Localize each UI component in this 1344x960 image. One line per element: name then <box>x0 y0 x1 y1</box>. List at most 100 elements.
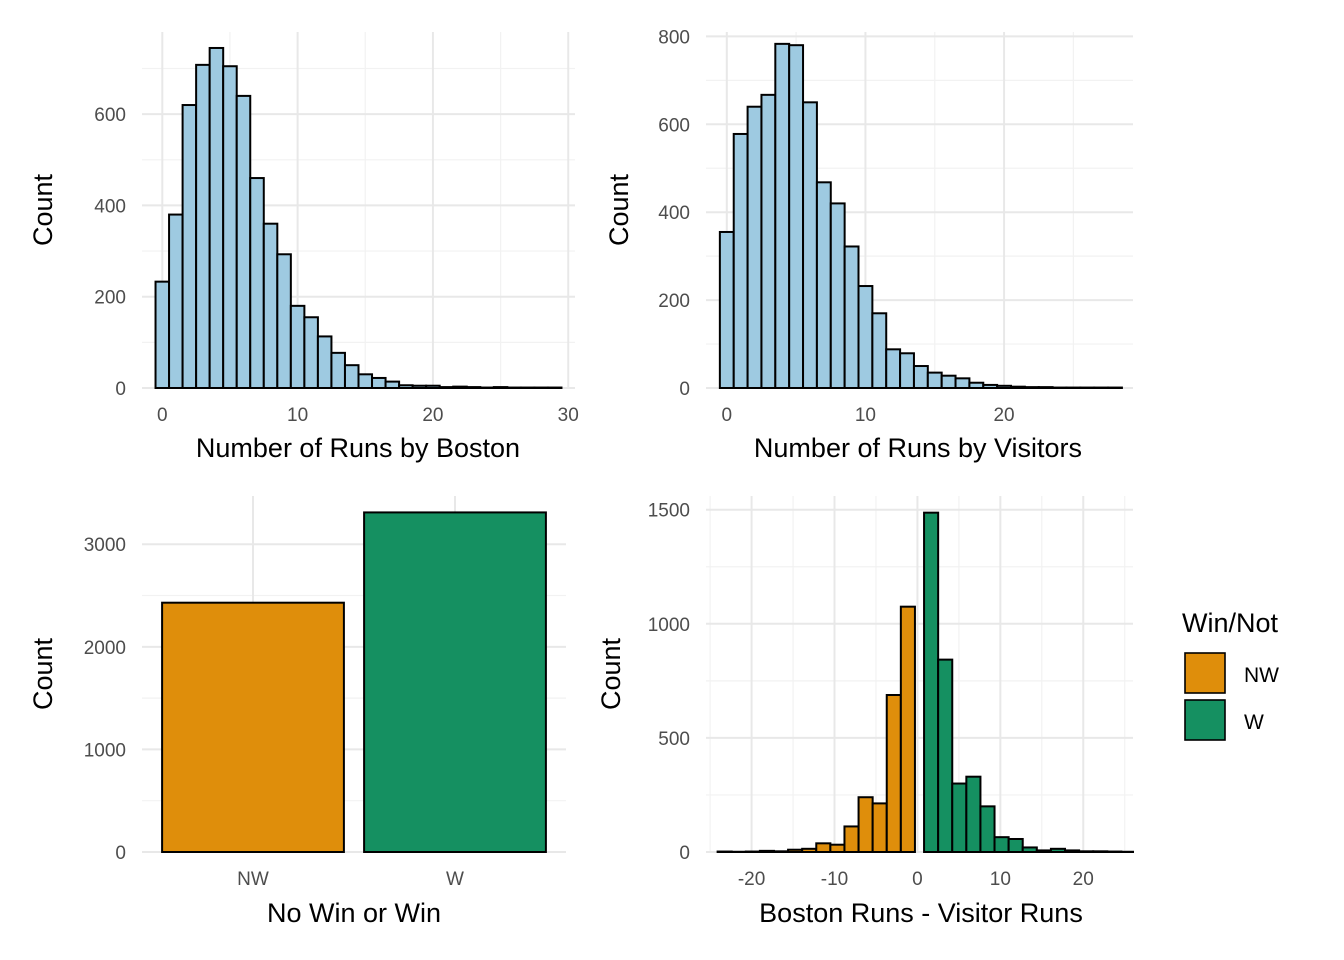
histogram-bar <box>303 316 319 389</box>
x-tick-label: 20 <box>422 405 443 426</box>
x-tick-label: 20 <box>993 405 1014 426</box>
histogram-bar-w <box>979 805 996 853</box>
histogram-bar <box>235 94 252 390</box>
histogram-bar <box>492 386 509 390</box>
histogram-bar-nw <box>899 605 916 854</box>
histogram-bar <box>871 312 888 389</box>
x-tick-label: 30 <box>558 405 579 426</box>
y-tick-label: 800 <box>658 27 690 48</box>
histogram-bar-w <box>1064 849 1081 854</box>
histogram-bar <box>411 384 428 390</box>
histogram-bar <box>940 374 957 389</box>
x-tick-label: W <box>446 869 464 890</box>
y-tick-label: 1000 <box>84 740 126 761</box>
panel-boston-runs-histogram: 0 200 400 600 0 10 20 30 Number of Runs by Bosto… <box>28 32 579 463</box>
histogram-bar <box>276 253 292 389</box>
x-tick-label: 20 <box>1073 869 1094 890</box>
y-tick-label: 200 <box>658 291 690 312</box>
histogram-bar <box>968 381 985 389</box>
histogram-bar <box>343 364 360 389</box>
legend-label-nw: NW <box>1244 664 1279 687</box>
histogram-bar-w <box>965 775 982 854</box>
y-tick-label: 400 <box>658 203 690 224</box>
histogram-bar <box>912 365 929 389</box>
legend-label-w: W <box>1244 711 1264 734</box>
legend-swatch-w <box>1184 699 1226 741</box>
x-axis-title: Boston Runs - Visitor Runs <box>759 898 1083 928</box>
y-tick-label: 600 <box>658 115 690 136</box>
y-tick-label: 500 <box>658 729 690 750</box>
bar-nw <box>161 601 345 853</box>
histogram-bar <box>802 101 818 389</box>
histogram-bar <box>843 245 860 389</box>
x-tick-label: NW <box>237 869 269 890</box>
histogram-bar-nw <box>787 848 804 854</box>
histogram-bar <box>788 44 805 390</box>
x-tick-label: 0 <box>157 405 168 426</box>
histogram-bar <box>760 93 777 389</box>
x-axis-title: Number of Runs by Boston <box>196 433 520 463</box>
histogram-bar <box>815 181 832 389</box>
histogram-bar <box>154 280 171 389</box>
panel-visitor-runs-histogram: 0 200 400 600 800 0 10 20 Number of Runs by Visi… <box>604 27 1133 463</box>
histogram-bar-nw <box>801 847 818 853</box>
histogram-bar <box>384 380 401 390</box>
histogram-bar <box>774 42 791 389</box>
histogram-bar <box>1037 386 1054 390</box>
histogram-bar-nw <box>857 796 874 854</box>
histogram-bar <box>829 202 846 389</box>
histogram-bar-nw <box>772 850 790 853</box>
y-tick-label: 0 <box>115 843 126 864</box>
histogram-bar-w <box>1092 850 1109 853</box>
panel-win-bar-chart: 0 1000 2000 3000 NW WNo Win or Win Count <box>28 496 566 928</box>
legend-swatch-nw <box>1184 652 1226 694</box>
y-axis-title: Count <box>596 637 626 710</box>
histogram-bar <box>249 177 265 389</box>
histogram-bar <box>954 377 971 390</box>
histogram-bar <box>718 230 735 389</box>
y-tick-label: 3000 <box>84 535 126 556</box>
histogram-bar <box>857 285 874 390</box>
y-tick-label: 0 <box>679 379 690 400</box>
y-axis-title: Count <box>28 637 58 710</box>
histogram-bar-nw <box>829 843 846 854</box>
histogram-bar <box>982 383 999 390</box>
histogram-bar <box>371 376 387 390</box>
histogram-bar <box>181 104 198 390</box>
x-tick-label: 10 <box>287 405 308 426</box>
y-tick-label: 2000 <box>84 638 126 659</box>
histogram-bar-nw <box>815 842 832 853</box>
legend-title: Win/Not <box>1182 608 1279 638</box>
histogram-bar-w <box>1007 837 1024 854</box>
histogram-bar <box>746 105 763 389</box>
histogram-bar-w <box>923 511 940 854</box>
histogram-bar-nw <box>843 825 860 854</box>
histogram-bar <box>222 65 238 389</box>
histogram-bar <box>357 373 374 389</box>
y-tick-label: 0 <box>679 843 690 864</box>
x-tick-label: -20 <box>738 869 765 890</box>
histogram-bar-w <box>937 658 954 853</box>
x-axis-title: Number of Runs by Visitors <box>754 433 1082 463</box>
histogram-bar-nw <box>758 849 775 853</box>
histogram-bar-w <box>951 782 968 853</box>
histogram-bar-w <box>1021 846 1038 854</box>
x-tick-label: 0 <box>722 405 733 426</box>
histogram-bar <box>996 384 1012 389</box>
legend: Win/Not NW W <box>1182 608 1279 741</box>
y-tick-label: 400 <box>94 196 126 217</box>
x-tick-label: 0 <box>912 869 923 890</box>
histogram-bar <box>208 46 225 389</box>
y-axis-title: Count <box>604 173 634 246</box>
bar-w <box>363 511 547 853</box>
histogram-bar <box>398 384 414 389</box>
histogram-bar <box>438 386 455 390</box>
histogram-bar <box>885 348 902 389</box>
y-axis-title: Count <box>28 173 58 246</box>
histogram-bar <box>1010 385 1026 390</box>
histogram-bar <box>926 371 943 389</box>
y-tick-label: 0 <box>115 379 126 400</box>
histogram-bar-w <box>1049 847 1067 853</box>
panel-run-difference-histogram: 0 500 1000 1500 -20 -10 0 10 20 Boston Runs - Vis… <box>596 496 1134 928</box>
